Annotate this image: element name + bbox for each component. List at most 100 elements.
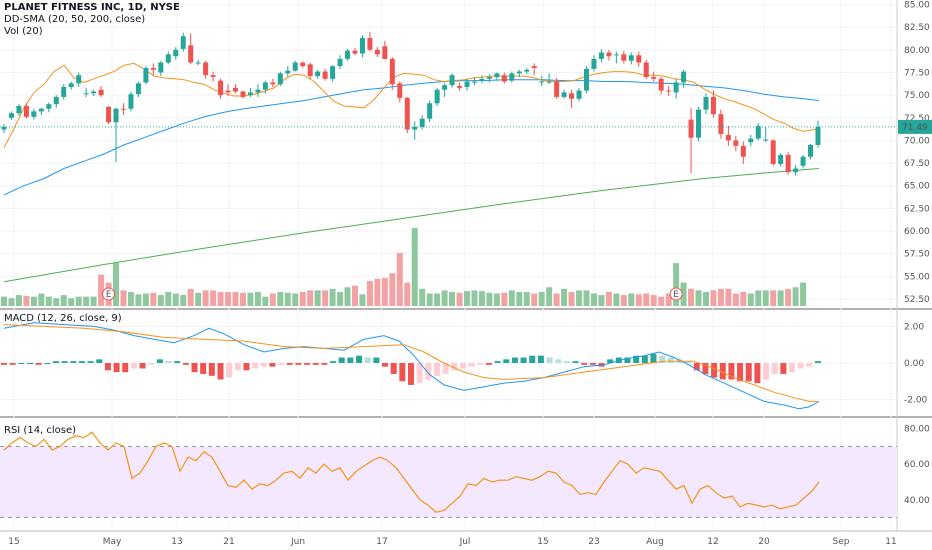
macd-histogram-bar — [269, 363, 276, 367]
volume-bar — [187, 288, 194, 306]
x-tick-label: Jul — [459, 537, 471, 547]
price-tick-label: 80.00 — [904, 46, 930, 56]
macd-signal-line — [3, 324, 819, 402]
price-tick-label: 55.00 — [904, 272, 930, 282]
volume-bar — [60, 295, 67, 306]
macd-histogram-bar — [503, 359, 510, 363]
volume-bar — [53, 298, 60, 306]
candle-body — [621, 54, 627, 61]
volume-bar — [202, 290, 209, 306]
macd-legend[interactable]: MACD (12, 26, close, 9) — [4, 313, 122, 324]
volume-bar — [75, 296, 82, 306]
volume-bar — [210, 290, 217, 306]
candle-body — [531, 66, 537, 68]
volume-bar — [284, 292, 291, 306]
candle-body — [763, 139, 769, 141]
volume-bar — [673, 263, 680, 306]
candle-body — [277, 73, 283, 85]
rsi-legend[interactable]: RSI (14, close) — [4, 425, 77, 436]
candle-body — [180, 36, 186, 49]
candle-body — [203, 62, 209, 76]
macd-histogram-bar — [96, 359, 103, 363]
volume-bar — [531, 293, 538, 306]
volume-bar — [127, 291, 134, 306]
volume-bar — [419, 288, 426, 306]
volume-bar — [770, 290, 777, 306]
candle-body — [285, 70, 291, 74]
volume-bar — [561, 288, 568, 306]
volume-bar — [516, 291, 523, 306]
macd-histogram-bar — [130, 363, 137, 369]
volume-bar — [8, 298, 15, 306]
candle-body — [509, 73, 515, 81]
volume-bar — [366, 281, 373, 306]
sma-legend[interactable]: DD-SMA (20, 50, 200, close) — [4, 14, 146, 25]
volume-bar — [120, 290, 127, 306]
price-tick-label: 67.50 — [904, 159, 930, 169]
candle-body — [546, 81, 552, 83]
volume-bar — [157, 295, 164, 306]
macd-histogram-bar — [78, 361, 85, 363]
macd-histogram-bar — [815, 361, 821, 363]
macd-histogram-bar — [442, 363, 449, 374]
x-tick-label: May — [103, 537, 122, 547]
volume-bar — [23, 295, 30, 306]
volume-bar — [299, 291, 306, 306]
candle-body — [128, 94, 134, 109]
x-tick-label: 12 — [707, 537, 718, 547]
candle-body — [158, 62, 164, 73]
volume-bar — [180, 295, 187, 306]
macd-histogram-bar — [295, 363, 302, 365]
candle-body — [300, 62, 306, 67]
candle-body — [106, 106, 112, 123]
macd-histogram-bar — [659, 355, 666, 363]
macd-histogram-bar — [260, 363, 267, 367]
macd-histogram-bar — [607, 359, 614, 363]
macd-histogram-bar — [226, 363, 233, 378]
sma200-line — [3, 168, 820, 283]
candle-body — [98, 89, 104, 96]
macd-histogram-bar — [693, 363, 700, 371]
volume-bar — [471, 290, 478, 306]
candle-body — [516, 71, 522, 74]
price-tick-label: 77.50 — [904, 68, 930, 78]
candle-body — [793, 168, 799, 173]
price-tick-label: 72.50 — [904, 114, 930, 124]
volume-bar — [314, 290, 321, 306]
x-tick-label: 17 — [376, 537, 387, 547]
macd-histogram-bar — [572, 361, 579, 363]
volume-bar — [217, 291, 224, 306]
volume-bar — [449, 291, 456, 306]
candle-body — [315, 71, 321, 77]
volume-bar — [98, 274, 105, 306]
macd-histogram-bar — [174, 361, 181, 363]
volume-bar — [239, 292, 246, 306]
macd-histogram-bar — [364, 357, 371, 363]
rsi-tick-label: 80.00 — [904, 425, 930, 435]
macd-histogram-bar — [61, 361, 68, 363]
price-tick-label: 65.00 — [904, 182, 930, 192]
sma20-line — [3, 62, 820, 148]
candle-body — [494, 73, 500, 77]
candle-body — [755, 125, 761, 139]
candle-body — [292, 62, 298, 71]
volume-bar — [1, 296, 7, 306]
volume-bar — [434, 293, 441, 306]
macd-histogram-bar — [156, 359, 163, 363]
volume-bar — [359, 294, 366, 306]
volume-legend[interactable]: Vol (20) — [4, 26, 43, 37]
candle-body — [733, 140, 739, 146]
symbol-title[interactable]: PLANET FITNESS INC, 1D, NYSE — [4, 2, 180, 13]
candle-body — [710, 96, 716, 115]
candle-body — [195, 62, 201, 64]
macd-histogram-bar — [780, 363, 787, 374]
candle-body — [322, 71, 328, 79]
candle-body — [501, 75, 507, 82]
candle-body — [397, 83, 403, 98]
macd-histogram-bar — [26, 363, 33, 364]
candle-body — [389, 58, 395, 85]
macd-histogram-bar — [330, 361, 337, 363]
volume-bar — [755, 290, 762, 306]
volume-bar — [225, 291, 232, 306]
candle-body — [16, 105, 22, 114]
